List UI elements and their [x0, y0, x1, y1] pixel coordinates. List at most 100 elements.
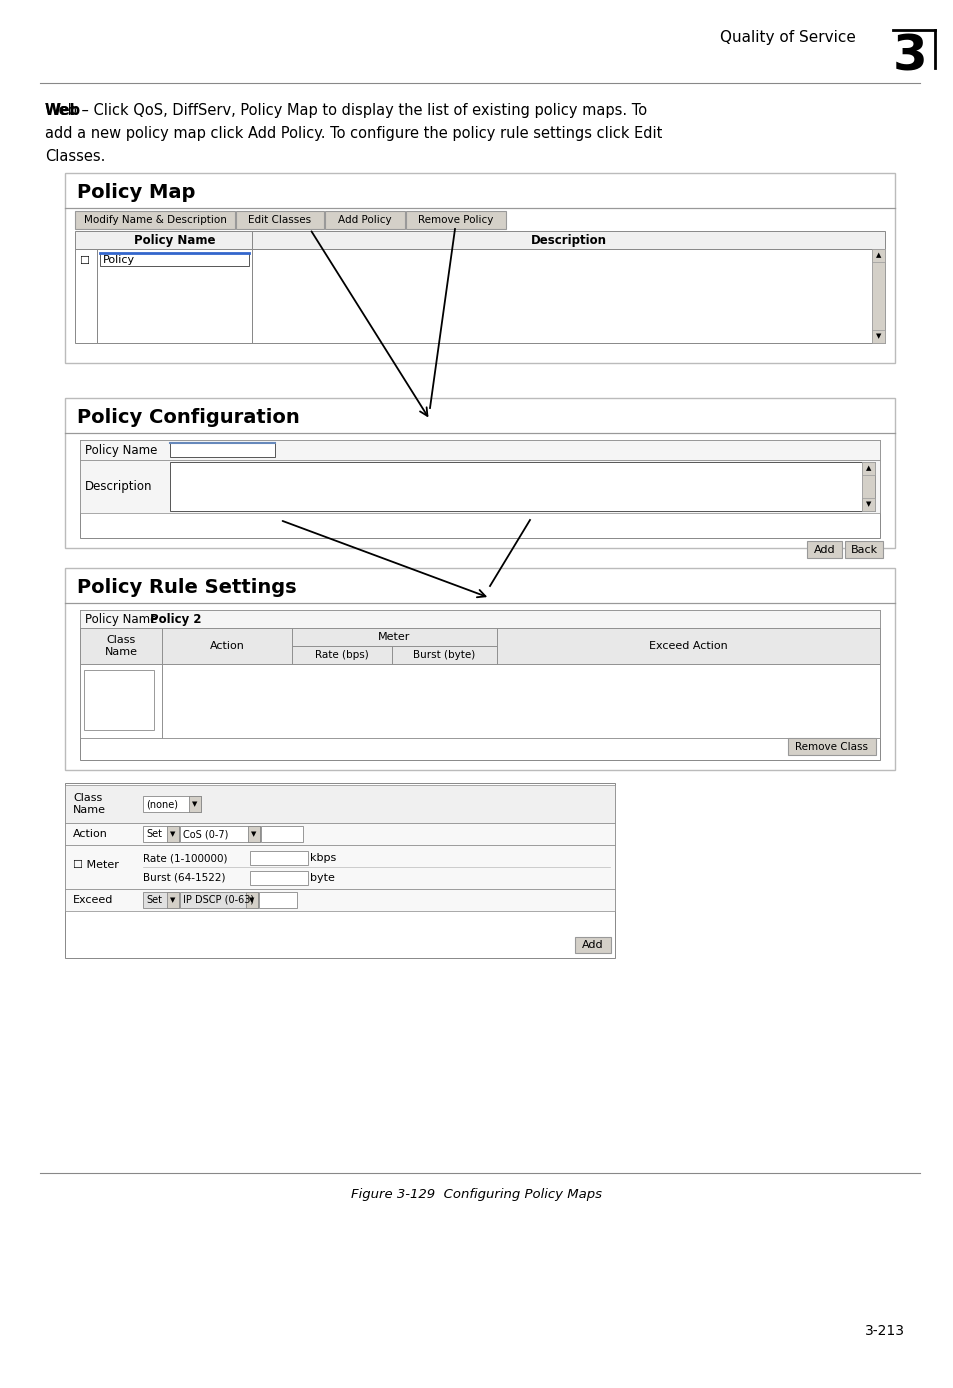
Bar: [65, 398, 894, 548]
Bar: [80, 440, 879, 459]
Bar: [497, 627, 879, 663]
Bar: [80, 440, 879, 539]
Text: Add Policy: Add Policy: [337, 215, 392, 225]
Bar: [65, 174, 894, 364]
Bar: [180, 826, 260, 843]
Text: Policy 2: Policy 2: [150, 612, 201, 626]
Bar: [406, 211, 505, 229]
Text: ☐ Meter: ☐ Meter: [73, 861, 119, 870]
Text: ▼: ▼: [875, 333, 881, 340]
Bar: [292, 645, 392, 663]
Bar: [292, 627, 497, 645]
Bar: [862, 462, 874, 475]
Bar: [80, 627, 162, 663]
Text: Set: Set: [146, 829, 162, 838]
Text: Action: Action: [73, 829, 108, 838]
Text: Rate (bps): Rate (bps): [314, 650, 369, 661]
Bar: [806, 541, 841, 558]
Bar: [65, 845, 615, 888]
Text: Classes.: Classes.: [45, 149, 105, 164]
Bar: [75, 230, 252, 248]
Text: Edit Classes: Edit Classes: [248, 215, 312, 225]
Bar: [162, 627, 292, 663]
Text: Exceed Action: Exceed Action: [648, 641, 727, 651]
Text: Class
Name: Class Name: [105, 634, 137, 657]
Bar: [258, 892, 296, 908]
Text: IP DSCP (0-63): IP DSCP (0-63): [183, 895, 253, 905]
Text: Rate (1-100000): Rate (1-100000): [143, 854, 227, 863]
Text: Web: Web: [45, 103, 81, 118]
Bar: [248, 826, 260, 843]
Bar: [189, 795, 201, 812]
Text: ▼: ▼: [249, 897, 254, 904]
Text: Policy Name: Policy Name: [85, 444, 157, 457]
Text: Description: Description: [85, 480, 152, 493]
Text: Remove Class: Remove Class: [795, 741, 867, 751]
Text: Add: Add: [813, 544, 835, 554]
Text: Set: Set: [146, 895, 162, 905]
Bar: [787, 738, 875, 755]
Text: Remove Policy: Remove Policy: [417, 215, 493, 225]
Text: ▼: ▼: [193, 801, 197, 806]
Bar: [246, 892, 257, 908]
Bar: [100, 253, 249, 266]
Text: Modify Name & Description: Modify Name & Description: [84, 215, 226, 225]
Bar: [167, 892, 179, 908]
Bar: [261, 826, 303, 843]
Text: 3-213: 3-213: [864, 1324, 904, 1338]
Bar: [180, 892, 257, 908]
Bar: [143, 795, 201, 812]
Text: CoS (0-7): CoS (0-7): [183, 829, 228, 838]
Text: Figure 3-129  Configuring Policy Maps: Figure 3-129 Configuring Policy Maps: [351, 1188, 602, 1201]
Bar: [170, 462, 874, 511]
Bar: [167, 826, 179, 843]
Bar: [97, 248, 252, 343]
Text: Burst (64-1522): Burst (64-1522): [143, 873, 225, 883]
Bar: [75, 248, 97, 343]
Text: Quality of Service: Quality of Service: [720, 31, 855, 44]
Bar: [252, 230, 884, 248]
Bar: [162, 663, 879, 738]
Text: Policy Rule Settings: Policy Rule Settings: [77, 577, 296, 597]
Text: Description: Description: [530, 233, 606, 247]
Text: Burst (byte): Burst (byte): [413, 650, 476, 661]
Bar: [844, 541, 882, 558]
Bar: [325, 211, 405, 229]
Bar: [65, 568, 894, 770]
Bar: [252, 248, 884, 343]
Bar: [80, 609, 879, 761]
Bar: [392, 645, 497, 663]
Bar: [65, 783, 615, 958]
Text: Meter: Meter: [378, 632, 410, 643]
Bar: [65, 888, 615, 911]
Bar: [80, 459, 879, 514]
Text: Policy Name: Policy Name: [133, 233, 215, 247]
Text: Exceed: Exceed: [73, 895, 113, 905]
Text: Web – Click QoS, DiffServ, Policy Map to display the list of existing policy map: Web – Click QoS, DiffServ, Policy Map to…: [45, 103, 646, 118]
Bar: [84, 670, 153, 730]
Bar: [75, 211, 234, 229]
Text: Policy: Policy: [103, 254, 135, 265]
Text: ▼: ▼: [251, 831, 256, 837]
Bar: [143, 826, 179, 843]
Text: Action: Action: [210, 641, 244, 651]
Bar: [862, 498, 874, 511]
Text: kbps: kbps: [310, 854, 335, 863]
Text: Policy Name :: Policy Name :: [85, 612, 169, 626]
Bar: [250, 851, 308, 865]
Bar: [250, 872, 308, 886]
Bar: [871, 248, 884, 343]
Bar: [65, 786, 615, 823]
Bar: [170, 443, 274, 457]
Text: Policy Map: Policy Map: [77, 183, 195, 203]
Bar: [235, 211, 324, 229]
Text: (none): (none): [146, 799, 178, 809]
Text: Back: Back: [849, 544, 877, 554]
Bar: [65, 823, 615, 845]
Text: ▼: ▼: [171, 897, 175, 904]
Text: add a new policy map click Add Policy. To configure the policy rule settings cli: add a new policy map click Add Policy. T…: [45, 126, 661, 142]
Text: Policy Configuration: Policy Configuration: [77, 408, 299, 428]
Text: ▼: ▼: [865, 501, 870, 508]
Text: Class
Name: Class Name: [73, 793, 106, 815]
Bar: [862, 462, 874, 511]
